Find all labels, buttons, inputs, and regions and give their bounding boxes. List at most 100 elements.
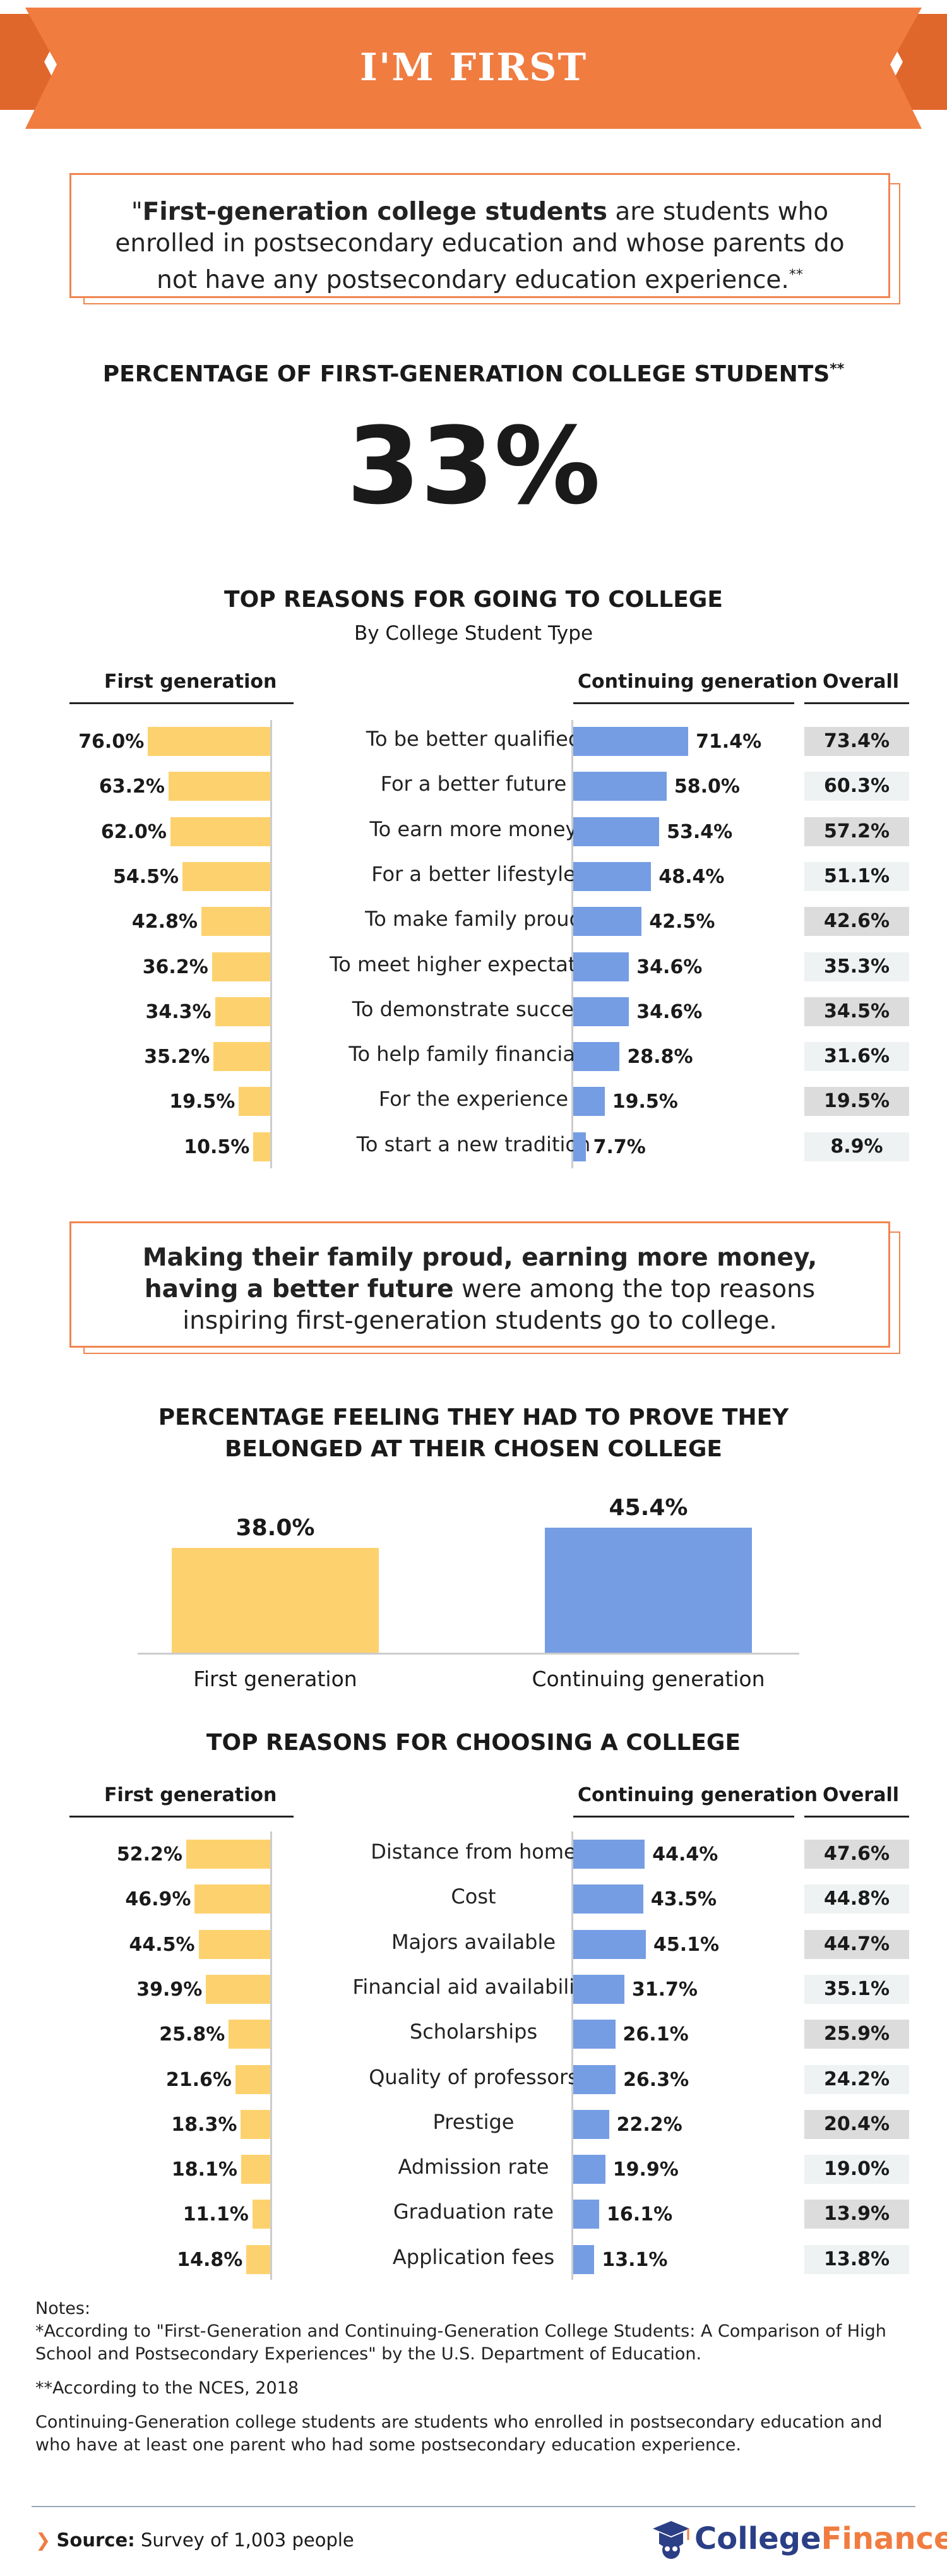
category-label: To earn more money — [369, 817, 578, 841]
axis-line-first — [270, 1831, 272, 2280]
head-rule — [804, 702, 909, 704]
bar-continuing — [573, 2064, 616, 2094]
bar-first — [211, 952, 270, 981]
value-label-continuing: 28.8% — [627, 1046, 693, 1069]
category-label: To be better qualified — [366, 727, 581, 751]
chevron-right-icon: ❯ — [35, 2529, 51, 2551]
category-label: For the experience — [378, 1087, 569, 1111]
overall-value: 13.8% — [804, 2244, 909, 2274]
head-rule — [69, 1816, 294, 1818]
overall-value: 44.8% — [804, 1884, 909, 1914]
note-3: Continuing-Generation college students a… — [35, 2412, 883, 2455]
value-label-first: 42.8% — [131, 911, 198, 933]
value-label-first: 76.0% — [78, 731, 145, 753]
overall-value: 8.9% — [804, 1132, 909, 1161]
bar-first — [252, 2200, 270, 2229]
notes-heading: Notes: — [35, 2299, 91, 2318]
bar-continuing — [573, 2109, 609, 2139]
col-head-first: First generation — [104, 671, 277, 693]
category-label: Graduation rate — [393, 2200, 554, 2224]
bar-continuing — [573, 1087, 605, 1117]
bar-first — [168, 772, 270, 801]
head-rule — [573, 1816, 794, 1818]
overall-value: 51.1% — [804, 861, 909, 891]
col-head-first: First generation — [104, 1784, 277, 1806]
belonged-baseline — [138, 1653, 799, 1655]
category-label: Financial aid availability — [352, 1974, 595, 1999]
category-label: For a better lifestyle — [371, 861, 576, 886]
value-label-first: 46.9% — [125, 1888, 191, 1911]
brand-logo: CollegeFinance — [694, 2521, 947, 2556]
value-label-continuing: 45.1% — [653, 1933, 720, 1956]
bar-continuing — [573, 2020, 616, 2049]
value-label-first: 39.9% — [136, 1978, 203, 2001]
col-head-continuing: Continuing generation — [578, 671, 818, 693]
bar-first — [246, 2244, 270, 2274]
value-label-first: 54.5% — [113, 865, 179, 888]
value-label-first: 34.3% — [145, 1000, 211, 1023]
graduation-cap-icon — [653, 2521, 689, 2559]
value-label-continuing: 26.1% — [622, 2023, 689, 2046]
category-label: Quality of professors — [369, 2064, 578, 2089]
axis-line-first — [270, 720, 272, 1168]
head-rule — [804, 1816, 909, 1818]
callout-text: Making their family proud, earning more … — [142, 1243, 818, 1335]
value-label-continuing: 16.1% — [607, 2203, 673, 2226]
bar-continuing — [573, 907, 642, 937]
value-label-continuing: 19.5% — [612, 1091, 678, 1113]
value-label-continuing: 34.6% — [636, 956, 703, 978]
bar-continuing — [573, 2155, 605, 2184]
reasons-choosing-title: TOP REASONS FOR CHOOSING A COLLEGE — [206, 1730, 741, 1756]
category-label: Application fees — [392, 2244, 555, 2269]
belonged-title-line2: BELONGED AT THEIR CHOSEN COLLEGE — [224, 1436, 723, 1462]
bar-first — [194, 1884, 270, 1914]
value-label-continuing: 31.7% — [631, 1978, 698, 2001]
category-label: To help family financially — [348, 1042, 599, 1067]
note-1: *According to "First-Generation and Cont… — [35, 2321, 886, 2364]
bar-first — [198, 1929, 270, 1959]
value-label-continuing: 48.4% — [658, 865, 725, 888]
bar-continuing — [573, 817, 660, 846]
bar-first — [213, 1042, 270, 1072]
bar-first — [182, 861, 270, 891]
bar-continuing — [573, 1132, 586, 1161]
category-label: To start a new tradition — [356, 1132, 591, 1156]
notes: Notes: *According to "First-Generation a… — [35, 2297, 919, 2457]
bar-first — [241, 2155, 270, 2184]
bar-continuing — [573, 1929, 646, 1959]
bar-first — [201, 907, 270, 937]
bar-first — [241, 2109, 270, 2139]
bar-first — [186, 1840, 270, 1869]
banner-ribbon — [0, 8, 947, 129]
stat-value: 33% — [346, 404, 601, 528]
category-label: Scholarships — [409, 2020, 538, 2044]
value-label-first: 19.5% — [169, 1091, 235, 1113]
bar-continuing — [573, 861, 652, 891]
value-label-continuing: 7.7% — [593, 1135, 646, 1158]
value-label-continuing: 43.5% — [650, 1888, 717, 1911]
overall-value: 73.4% — [804, 727, 909, 756]
bar-continuing — [573, 1042, 620, 1072]
col-head-overall: Overall — [823, 1784, 900, 1806]
page-title: I'M FIRST — [359, 45, 588, 90]
note-2: **According to the NCES, 2018 — [35, 2378, 299, 2398]
bar-continuing — [573, 1840, 645, 1869]
definition-text: "First-generation college students are s… — [115, 198, 845, 294]
overall-value: 19.5% — [804, 1087, 909, 1117]
overall-value: 20.4% — [804, 2109, 909, 2139]
overall-value: 35.1% — [804, 1974, 909, 2004]
overall-value: 34.5% — [804, 997, 909, 1026]
bar-first — [229, 2020, 270, 2049]
bar-continuing — [573, 727, 689, 756]
bar-first — [148, 727, 270, 756]
stat-title: PERCENTAGE OF FIRST-GENERATION COLLEGE S… — [102, 361, 845, 387]
bar-continuing — [573, 772, 667, 801]
head-rule — [573, 702, 794, 704]
bar-continuing — [573, 1974, 624, 2004]
value-label-first: 21.6% — [165, 2068, 232, 2091]
value-label-continuing: 58.0% — [674, 776, 740, 798]
callout-box: Making their family proud, earning more … — [69, 1221, 890, 1348]
bar-continuing — [573, 2244, 595, 2274]
belonged-bar — [172, 1547, 379, 1653]
value-label-continuing: 44.4% — [652, 1843, 718, 1866]
